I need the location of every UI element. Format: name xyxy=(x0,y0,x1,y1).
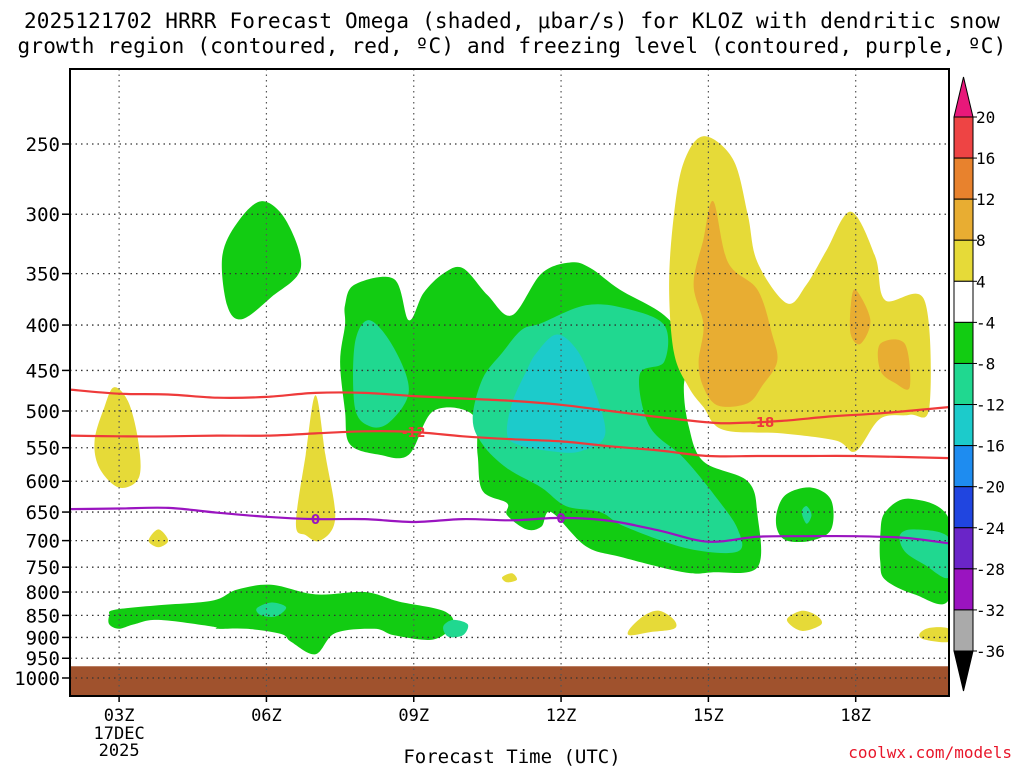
colorbar-swatch xyxy=(953,568,974,611)
colorbar-label: 12 xyxy=(976,190,995,209)
colorbar-swatch xyxy=(953,321,974,364)
omega-shading xyxy=(94,136,949,655)
contour-line-1 xyxy=(70,430,949,460)
y-tick-label: 600 xyxy=(26,471,60,493)
x-tick-label: 12Z xyxy=(546,706,577,726)
source-credit: coolwx.com/models xyxy=(848,743,1012,762)
colorbar-label: -20 xyxy=(976,478,1005,497)
omega-region-4 xyxy=(108,584,454,655)
x-tick-label: 03Z xyxy=(104,706,135,726)
y-tick-label: 350 xyxy=(26,264,60,286)
colorbar-label: -24 xyxy=(976,519,1005,538)
y-tick-label: 700 xyxy=(26,531,60,553)
colorbar-label: -32 xyxy=(976,601,1005,620)
colorbar-label: -4 xyxy=(976,313,995,332)
colorbar-label: -8 xyxy=(976,354,995,373)
x-tick-label: 18Z xyxy=(840,706,871,726)
omega-region-9 xyxy=(256,602,287,617)
y-tick-label: 750 xyxy=(26,557,60,579)
contour-line-2 xyxy=(70,506,949,545)
y-tick-label: 400 xyxy=(26,315,60,337)
colorbar-swatch xyxy=(953,116,974,159)
y-tick-label: 650 xyxy=(26,502,60,524)
y-tick-label: 250 xyxy=(26,134,60,156)
colorbar-swatch xyxy=(953,609,974,652)
colorbar-swatch xyxy=(953,527,974,570)
colorbar-swatch xyxy=(953,239,974,282)
colorbar-swatch xyxy=(953,362,974,406)
y-tick-label: 500 xyxy=(26,401,60,423)
y-tick-label: 1000 xyxy=(14,668,60,690)
x-axis-label: Forecast Time (UTC) xyxy=(403,746,621,768)
y-tick-label: 550 xyxy=(26,438,60,460)
plot-frame xyxy=(69,68,950,697)
contour-label: 0 xyxy=(311,513,320,528)
omega-region-7 xyxy=(506,334,606,453)
colorbar-label: 4 xyxy=(976,272,986,291)
omega-region-22 xyxy=(919,627,949,643)
omega-region-13 xyxy=(693,200,778,407)
x-tick-label: 15Z xyxy=(693,706,724,726)
omega-region-19 xyxy=(501,573,518,583)
x-tick-label: 09Z xyxy=(398,706,429,726)
y-tick-label: 950 xyxy=(26,648,60,670)
colorbar-swatch xyxy=(953,280,974,323)
x-tick-label: 06Z xyxy=(251,706,282,726)
colorbar-swatch xyxy=(953,157,974,200)
colorbar-swatch xyxy=(953,445,974,488)
omega-region-8 xyxy=(443,619,469,638)
chart-title-line-2: growth region (contoured, red, ºC) and f… xyxy=(17,34,1007,58)
y-tick-label: 900 xyxy=(26,627,60,649)
omega-region-0 xyxy=(221,201,302,320)
y-tick-label: 850 xyxy=(26,605,60,627)
colorbar-label: -16 xyxy=(976,437,1005,456)
omega-region-18 xyxy=(295,395,336,542)
omega-region-17 xyxy=(148,529,169,548)
x-date-label: 17DEC xyxy=(94,724,145,744)
temperature-contours: -18 -12 0 0 xyxy=(70,388,949,545)
omega-region-15 xyxy=(877,339,911,390)
colorbar-swatch xyxy=(953,198,974,241)
chart-title-line-1: 2025121702 HRRR Forecast Omega (shaded, … xyxy=(23,9,1001,33)
terrain-layer xyxy=(70,666,949,696)
colorbar-label: -12 xyxy=(976,396,1005,415)
colorbar-bottom-arrow xyxy=(953,650,974,692)
colorbar-top-arrow xyxy=(953,76,974,118)
contour-line-0 xyxy=(70,388,949,425)
colorbar-label: 20 xyxy=(976,108,995,127)
contour-label: -12 xyxy=(402,426,426,441)
contour-label: 0 xyxy=(557,512,566,527)
contour-label: -18 xyxy=(751,416,775,431)
colorbar-label: -36 xyxy=(976,642,1005,661)
terrain-fill xyxy=(70,666,949,696)
colorbar: 20 16 12 8 4 -4 -8 -12 -16 -20 -24 -28 -32 -36 xyxy=(953,76,1005,692)
plot-border xyxy=(69,68,950,697)
omega-region-5 xyxy=(353,320,409,428)
colorbar-label: 8 xyxy=(976,231,986,250)
colorbar-swatch xyxy=(953,486,974,529)
gridlines xyxy=(70,69,949,696)
axes: 2503003504004505005506006507007508008509… xyxy=(14,134,871,761)
colorbar-swatch xyxy=(953,404,974,447)
colorbar-label: 16 xyxy=(976,149,995,168)
omega-region-14 xyxy=(849,289,871,345)
y-tick-label: 300 xyxy=(26,204,60,226)
omega-region-16 xyxy=(94,387,141,488)
y-tick-label: 450 xyxy=(26,360,60,382)
x-date-label: 2025 xyxy=(99,741,140,761)
omega-region-21 xyxy=(786,610,823,631)
omega-region-20 xyxy=(627,610,677,636)
omega-region-10 xyxy=(801,506,812,524)
colorbar-label: -28 xyxy=(976,560,1005,579)
y-tick-label: 800 xyxy=(26,582,60,604)
